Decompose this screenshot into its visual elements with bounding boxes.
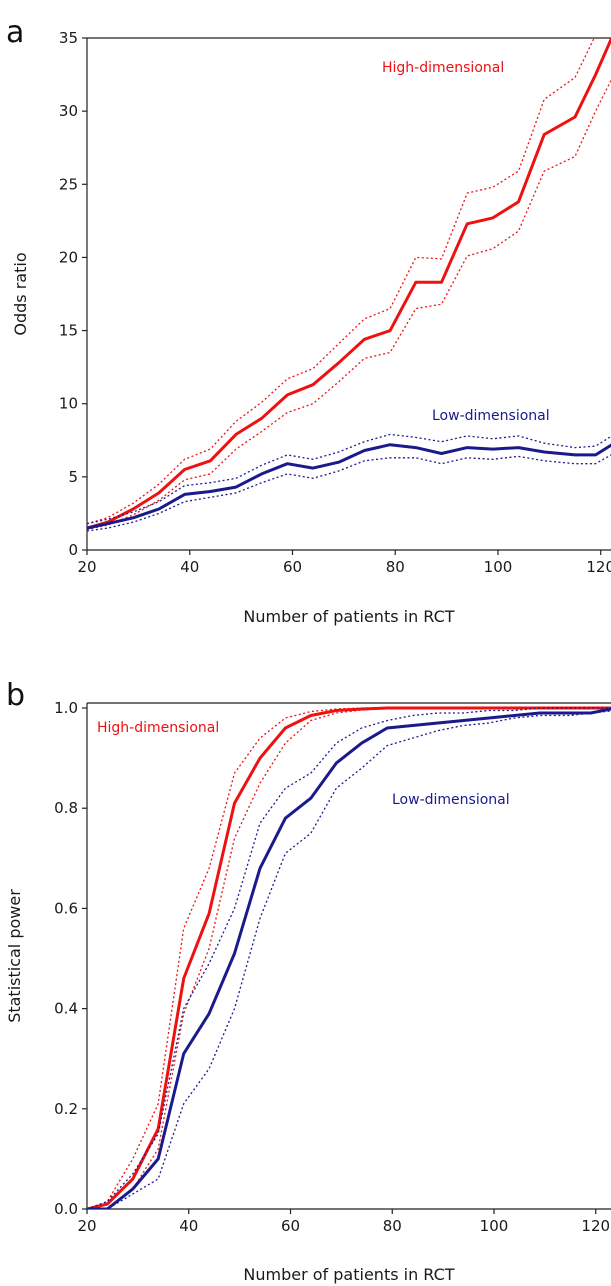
x-tick-label: 100 <box>484 558 513 576</box>
low-dimensional-series-label: Low-dimensional <box>392 792 510 808</box>
plot-area <box>87 38 611 532</box>
y-tick-label: 20 <box>59 248 78 266</box>
x-tick-label: 100 <box>480 1217 509 1235</box>
high-dimensional-series-line <box>87 38 611 530</box>
low-dimensional-upper-bound-line <box>87 707 611 1209</box>
low-dimensional-lower-bound-line <box>87 710 611 1209</box>
y-tick-label: 15 <box>59 322 78 340</box>
x-tick-label: 40 <box>180 558 199 576</box>
axes: 20 40 60 80 100 120 0.0 0.2 0.4 0.6 0.8 1.0 <box>54 699 611 1235</box>
panel-letter: a <box>6 15 24 50</box>
y-tick-label: 25 <box>59 175 78 193</box>
x-axis-title: Number of patients in RCT <box>243 1265 454 1284</box>
x-axis-title: Number of patients in RCT <box>243 607 454 626</box>
y-tick-label: 0.6 <box>54 899 78 917</box>
y-axis-title: Statistical power <box>5 889 24 1023</box>
x-tick-label: 80 <box>386 558 405 576</box>
axes: 20 40 60 80 100 120 0 5 10 15 20 25 30 35 <box>59 29 611 576</box>
panel-letter: b <box>6 678 25 713</box>
x-tick-label: 120 <box>586 558 611 576</box>
y-tick-label: 1.0 <box>54 699 78 717</box>
low-dimensional-upper-bound-line <box>87 433 611 525</box>
plot-area <box>87 706 611 1209</box>
y-tick-label: 0 <box>68 541 78 559</box>
low-dimensional-series-label: Low-dimensional <box>432 408 550 424</box>
y-tick-label: 0.2 <box>54 1100 78 1118</box>
y-axis-title: Odds ratio <box>11 252 30 335</box>
y-tick-label: 0.0 <box>54 1200 78 1218</box>
low-dimensional-series-line <box>87 443 611 530</box>
x-tick-label: 120 <box>581 1217 610 1235</box>
chart-panel-a: a 20 40 60 80 100 120 0 5 10 15 20 25 30 35 Number of p… <box>6 15 611 626</box>
x-tick-label: 60 <box>281 1217 300 1235</box>
high-dimensional-upper-bound-line <box>87 38 595 525</box>
x-tick-label: 20 <box>77 558 96 576</box>
high-dimensional-series-label: High-dimensional <box>97 720 219 736</box>
y-tick-label: 0.8 <box>54 799 78 817</box>
low-dimensional-lower-bound-line <box>87 454 611 532</box>
chart-panel-b: b 20 40 60 80 100 120 0.0 0.2 0.4 0.6 0.8 1.0 Number … <box>5 678 611 1284</box>
x-tick-label: 20 <box>77 1217 96 1235</box>
y-tick-label: 30 <box>59 102 78 120</box>
y-tick-label: 35 <box>59 29 78 47</box>
x-tick-label: 60 <box>283 558 302 576</box>
low-dimensional-series-line <box>87 707 611 1209</box>
x-tick-label: 80 <box>383 1217 402 1235</box>
high-dimensional-lower-bound-line <box>87 78 611 531</box>
high-dimensional-series-line <box>87 706 611 1209</box>
y-tick-label: 5 <box>68 468 78 486</box>
x-tick-label: 40 <box>179 1217 198 1235</box>
y-tick-label: 0.4 <box>54 1000 78 1018</box>
high-dimensional-series-label: High-dimensional <box>382 60 504 76</box>
y-tick-label: 10 <box>59 395 78 413</box>
